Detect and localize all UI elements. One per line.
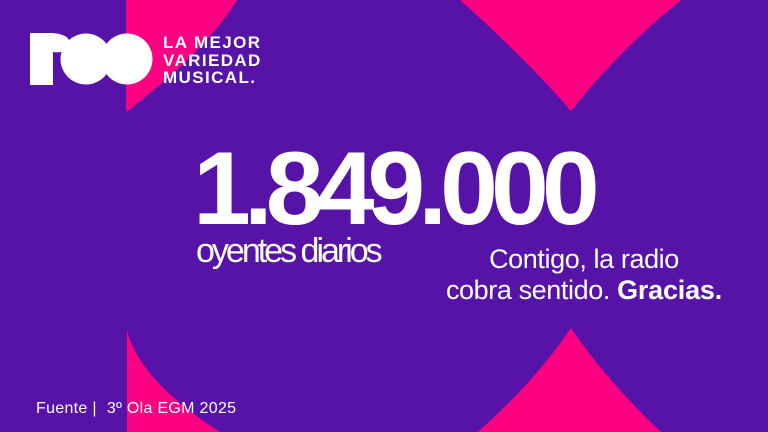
source-label: Fuente | — [36, 400, 97, 417]
tagline-line-3: MUSICAL. — [163, 68, 257, 87]
cadena-100-logo-icon — [30, 33, 153, 85]
thanks-message-line-1: Contigo, la radio — [489, 244, 679, 274]
listeners-label: oyentes diarios — [196, 232, 383, 270]
pink-petal-top-shape — [460, 0, 681, 111]
listeners-count: 1.849.000 — [193, 131, 600, 247]
logo-zero-disc-1 — [60, 33, 112, 85]
thanks-message-line-2: cobra sentido. Gracias. — [404, 275, 764, 306]
tagline-line-2: VARIEDAD — [163, 50, 262, 70]
source-value: 3º Ola EGM 2025 — [106, 400, 237, 417]
brand-tagline: LA MEJOR VARIEDAD MUSICAL. — [163, 34, 262, 87]
logo-digit-1 — [30, 33, 53, 85]
thanks-message-line-2-regular: cobra sentido. — [445, 275, 610, 305]
pink-sail-bottom-left-shape — [127, 330, 220, 432]
pink-petal-bottom-shape — [478, 328, 661, 432]
thanks-message: Contigo, la radio cobra sentido. Gracias… — [404, 244, 764, 306]
tagline-line-1: LA MEJOR — [163, 33, 262, 52]
pink-sail-top-left-shape — [126, 0, 237, 112]
thanks-message-gracias: Gracias. — [617, 275, 723, 305]
logo-zero-disc-2 — [101, 33, 153, 85]
source-footer: Fuente | 3º Ola EGM 2025 — [36, 401, 236, 417]
